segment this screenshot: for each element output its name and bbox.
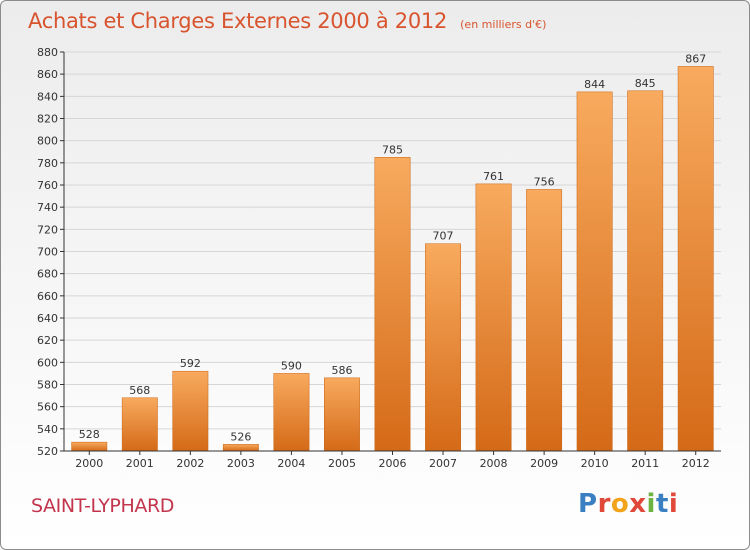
- data-label: 844: [584, 78, 605, 91]
- data-label: 528: [79, 428, 100, 441]
- y-tick-label: 780: [37, 157, 58, 170]
- bar-2011: [627, 90, 664, 452]
- x-tick-label: 2004: [277, 457, 305, 470]
- x-axis-ticks: 2000 2001 2002 2003 2004 2005 2006 2007 2008 2009…: [75, 451, 710, 470]
- y-tick-label: 520: [37, 445, 58, 458]
- logo-letter: t: [655, 489, 669, 519]
- chart-title: Achats et Charges Externes 2000 à 2012: [28, 9, 448, 33]
- x-tick-label: 2001: [126, 457, 154, 470]
- bar-2008: [475, 183, 512, 452]
- y-tick-label: 660: [37, 290, 58, 303]
- y-tick-label: 740: [37, 201, 58, 214]
- data-label: 586: [331, 364, 352, 377]
- bar-2000: [71, 441, 108, 452]
- commune-name: SAINT-LYPHARD: [31, 495, 174, 517]
- y-tick-label: 860: [37, 68, 58, 81]
- logo-letter: o: [610, 489, 630, 519]
- data-labels: 528 568 592 526 590 586 785 707 761 756 844 845 867: [79, 52, 706, 443]
- x-tick-label: 2000: [75, 457, 103, 470]
- y-tick-label: 720: [37, 223, 58, 236]
- y-tick-label: 640: [37, 312, 58, 325]
- proxiti-logo: Proxiti: [578, 489, 678, 519]
- bar-2010: [576, 91, 613, 452]
- x-tick-label: 2005: [328, 457, 356, 470]
- y-tick-label: 820: [37, 113, 58, 126]
- data-label: 867: [685, 52, 706, 65]
- data-label: 756: [534, 175, 555, 188]
- y-tick-label: 840: [37, 90, 58, 103]
- y-tick-label: 540: [37, 423, 58, 436]
- logo-letter: i: [668, 489, 679, 519]
- logo-letter: i: [646, 489, 656, 519]
- bar-2002: [172, 370, 209, 452]
- title-row: Achats et Charges Externes 2000 à 2012 (…: [28, 9, 546, 33]
- x-tick-label: 2007: [429, 457, 457, 470]
- logo-letter: P: [578, 489, 598, 519]
- y-tick-label: 880: [37, 46, 58, 59]
- bar-2007: [425, 243, 461, 452]
- data-label: 785: [382, 143, 403, 156]
- chart-subtitle: (en milliers d'€): [460, 18, 547, 31]
- data-label: 592: [180, 357, 201, 370]
- logo-letter: r: [597, 489, 611, 519]
- y-tick-label: 700: [37, 246, 58, 259]
- y-tick-label: 620: [37, 334, 58, 347]
- y-tick-label: 680: [37, 268, 58, 281]
- data-label: 845: [635, 77, 656, 90]
- data-label: 590: [281, 359, 302, 372]
- data-label: 707: [433, 230, 454, 243]
- bar-2001: [121, 397, 158, 452]
- bar-2003: [222, 444, 259, 452]
- bars: [71, 66, 714, 452]
- y-tick-label: 580: [37, 379, 58, 392]
- data-label: 568: [129, 384, 150, 397]
- bar-2005: [324, 377, 360, 452]
- bar-2004: [273, 373, 310, 452]
- x-tick-label: 2011: [631, 457, 659, 470]
- x-tick-label: 2006: [379, 457, 407, 470]
- logo-letter: x: [629, 489, 647, 519]
- bar-2009: [526, 189, 563, 452]
- y-tick-label: 760: [37, 179, 58, 192]
- y-axis-ticks: 520 540 560 580 600 620 640 660 680 700 720 740 760 7…: [37, 46, 64, 458]
- y-tick-label: 800: [37, 135, 58, 148]
- y-tick-label: 560: [37, 401, 58, 414]
- x-tick-label: 2008: [480, 457, 508, 470]
- x-tick-label: 2003: [227, 457, 255, 470]
- data-label: 526: [230, 430, 251, 443]
- x-tick-label: 2002: [176, 457, 204, 470]
- x-tick-label: 2012: [682, 457, 710, 470]
- y-tick-label: 600: [37, 356, 58, 369]
- data-label: 761: [483, 170, 504, 183]
- x-tick-label: 2010: [581, 457, 609, 470]
- x-tick-label: 2009: [530, 457, 558, 470]
- bar-2006: [374, 157, 411, 452]
- bar-2012: [677, 66, 714, 452]
